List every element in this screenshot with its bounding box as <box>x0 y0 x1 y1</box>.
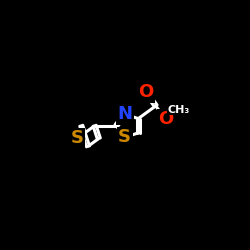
Text: O: O <box>138 84 154 102</box>
Text: S: S <box>118 128 131 146</box>
Text: N: N <box>117 105 132 123</box>
Text: CH₃: CH₃ <box>168 104 190 115</box>
Text: O: O <box>158 110 173 128</box>
Text: S: S <box>71 130 84 148</box>
